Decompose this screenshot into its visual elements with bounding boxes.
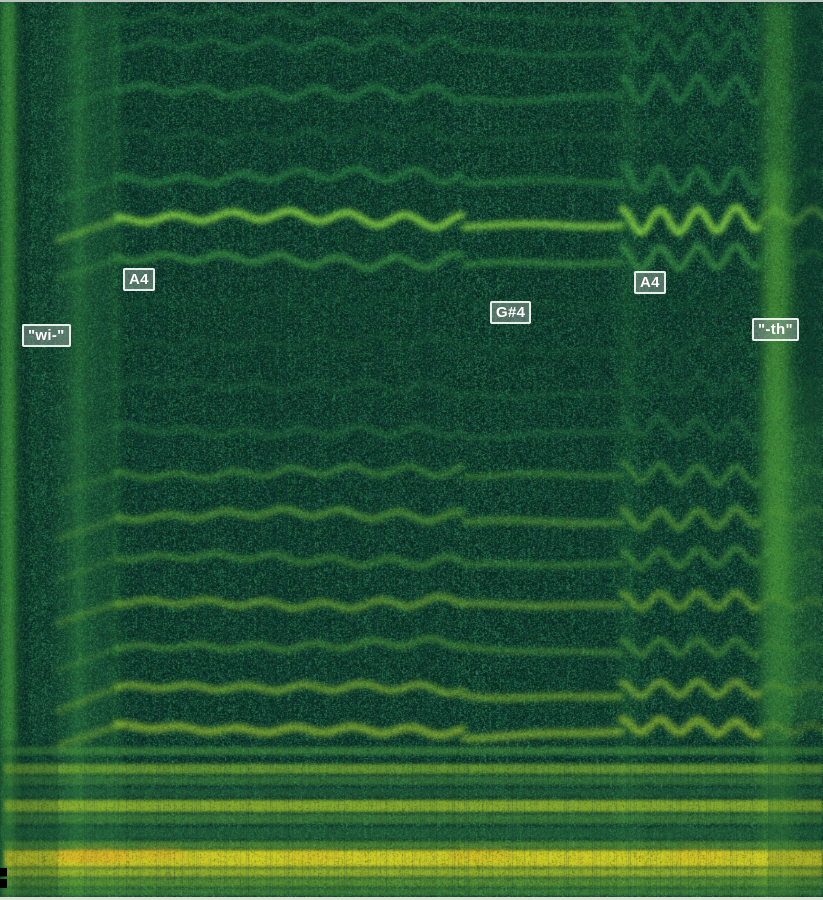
lyric-label-th: "-th" xyxy=(752,318,799,341)
pitch-label-gsharp4: G#4 xyxy=(490,301,532,324)
pitch-label-a4-first: A4 xyxy=(123,268,155,291)
pitch-label-a4-second: A4 xyxy=(634,271,666,294)
lyric-label-wi: "wi-" xyxy=(22,324,71,347)
bottom-edge-strip xyxy=(0,897,823,900)
top-edge-strip xyxy=(0,0,823,2)
clipped-glyph xyxy=(0,868,7,888)
